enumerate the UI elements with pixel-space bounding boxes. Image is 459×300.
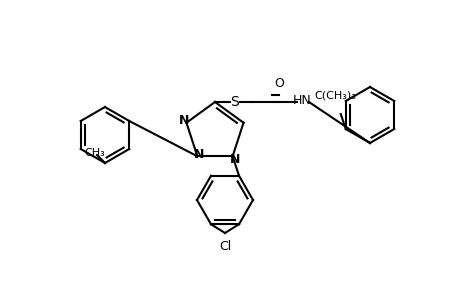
Text: C(CH₃)₃: C(CH₃)₃ — [314, 91, 356, 101]
Text: N: N — [229, 153, 239, 166]
Text: CH₃: CH₃ — [84, 148, 105, 158]
Text: O: O — [274, 77, 283, 90]
Text: N: N — [194, 148, 204, 161]
Text: HN: HN — [292, 94, 311, 106]
Text: Cl: Cl — [218, 240, 230, 253]
Text: S: S — [230, 95, 239, 109]
Text: N: N — [179, 114, 189, 127]
